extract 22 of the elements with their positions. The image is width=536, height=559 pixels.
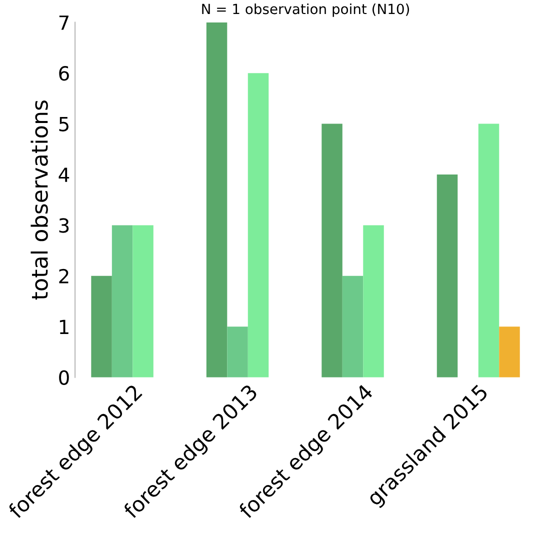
y-tick-label: 6 xyxy=(59,66,69,81)
bar xyxy=(112,225,133,378)
bar xyxy=(322,124,342,378)
y-tick-label: 0 xyxy=(59,370,69,385)
bar xyxy=(478,124,500,378)
chart-title: N = 1 observation point (N10) xyxy=(202,3,410,17)
y-tick-label: 2 xyxy=(59,268,68,284)
bar xyxy=(363,225,384,378)
bar xyxy=(248,73,269,378)
bar xyxy=(342,276,364,378)
bar xyxy=(436,174,458,378)
y-tick-label: 4 xyxy=(58,168,70,182)
y-tick-label: 1 xyxy=(60,320,68,334)
bar xyxy=(499,326,520,378)
bar xyxy=(206,22,228,378)
y-tick-label: 7 xyxy=(59,16,69,30)
bar xyxy=(132,225,154,378)
y-tick-label: 5 xyxy=(59,116,68,132)
bar xyxy=(227,326,248,378)
y-tick-label: 3 xyxy=(59,218,69,233)
bar xyxy=(91,276,112,378)
y-axis-title: total observations xyxy=(30,100,48,300)
